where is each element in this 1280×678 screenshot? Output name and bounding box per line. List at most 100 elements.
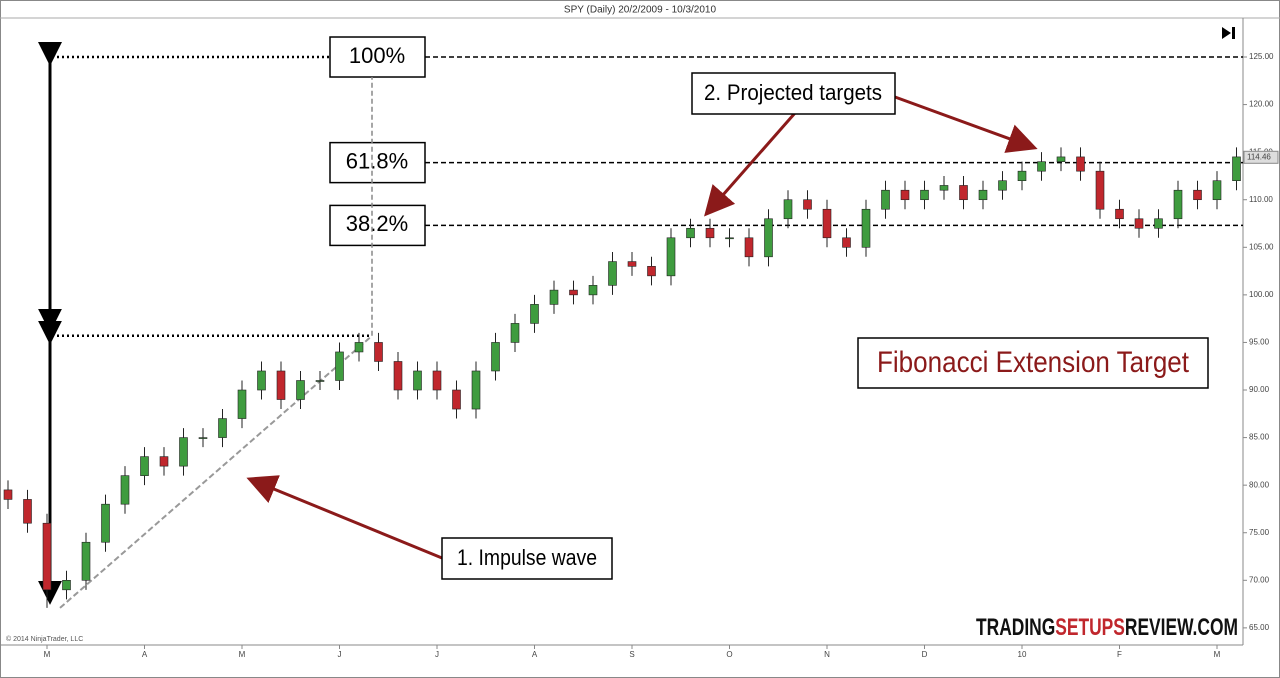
last-price-label: 114.46 <box>1247 152 1271 161</box>
x-tick-label: M <box>1214 650 1221 659</box>
copyright: © 2014 NinjaTrader, LLC <box>6 635 83 643</box>
y-tick-label: 65.00 <box>1249 623 1270 632</box>
candle-body <box>237 389 247 419</box>
candle-body <box>861 208 871 248</box>
scroll-end-icon[interactable] <box>1222 27 1235 39</box>
candle-body <box>335 351 344 381</box>
candle-body <box>1017 170 1027 181</box>
x-tick-label: 10 <box>1018 650 1027 659</box>
y-tick-label: 85.00 <box>1249 433 1270 442</box>
annotation-box <box>441 537 613 580</box>
fib-label-box <box>329 204 426 247</box>
candle-body <box>452 389 461 410</box>
candle-body <box>1095 170 1105 210</box>
x-tick-label: O <box>726 650 732 659</box>
x-tick-label: J <box>338 650 342 659</box>
candle-body <box>744 237 754 258</box>
y-tick-label: 80.00 <box>1249 480 1270 489</box>
candle-body <box>81 541 91 581</box>
watermark-part: REVIEW.COM <box>1125 614 1238 641</box>
candle-body <box>783 199 793 220</box>
candle-body <box>725 237 734 240</box>
candle-body <box>179 437 188 467</box>
candle-body <box>354 342 364 353</box>
headline-box <box>857 337 1209 389</box>
last-price-box <box>1243 150 1279 164</box>
candle-body <box>666 237 676 277</box>
candle-body <box>42 522 52 591</box>
candle-body <box>1037 161 1046 172</box>
x-tick-label: S <box>629 650 634 659</box>
fib-label: 38.2% <box>346 211 408 236</box>
candle-body <box>393 361 403 391</box>
y-tick-label: 125.00 <box>1249 52 1274 61</box>
candle-body <box>23 499 32 524</box>
candle-body <box>764 218 773 258</box>
annotation-box <box>691 72 896 115</box>
candle-body <box>276 370 286 400</box>
candle-body <box>101 503 110 543</box>
y-tick-label: 105.00 <box>1249 242 1274 251</box>
candle-body <box>686 227 695 239</box>
x-tick-label: J <box>435 650 439 659</box>
y-tick-label: 95.00 <box>1249 338 1270 347</box>
candle-body <box>569 289 578 296</box>
candle-body <box>120 475 130 505</box>
x-tick-label: M <box>239 650 246 659</box>
candle-body <box>413 370 422 391</box>
candle-body <box>315 380 325 382</box>
candle-body <box>510 323 520 343</box>
candle-body <box>822 208 832 239</box>
annotation-arrow <box>894 95 1038 153</box>
candle-body <box>588 285 598 296</box>
candle-body <box>1076 156 1085 172</box>
watermark-part: SETUPS <box>1055 614 1125 641</box>
x-tick-label: M <box>44 650 51 659</box>
fib-label-box <box>329 141 426 184</box>
candle-body <box>62 580 71 591</box>
candle-body <box>998 180 1007 191</box>
candle-body <box>705 227 715 239</box>
candle-body <box>959 185 968 201</box>
candle-body <box>647 266 656 277</box>
y-tick-label: 100.00 <box>1249 290 1274 299</box>
candle-body <box>549 289 559 305</box>
candle-body <box>1056 156 1066 162</box>
x-tick-label: F <box>1117 650 1122 659</box>
candle-body <box>257 370 266 391</box>
chart-title: SPY (Daily) 20/2/2009 - 10/3/2010 <box>564 5 717 16</box>
candle-body <box>530 304 539 324</box>
y-tick-label: 70.00 <box>1249 575 1270 584</box>
candle-body <box>842 237 851 248</box>
candle-body <box>1134 218 1144 229</box>
fib-label: 61.8% <box>346 148 408 173</box>
candle-body <box>881 189 890 210</box>
candle-body <box>471 370 481 410</box>
x-tick-label: A <box>142 650 148 659</box>
x-tick-label: D <box>922 650 928 659</box>
y-tick-label: 75.00 <box>1249 528 1270 537</box>
headline: Fibonacci Extension Target <box>877 346 1190 379</box>
y-tick-label: 120.00 <box>1249 100 1274 109</box>
candle-body <box>1232 156 1241 181</box>
candle-body <box>1154 218 1163 229</box>
candle-body <box>3 489 13 500</box>
candle-body <box>296 380 305 400</box>
candle-body <box>374 342 383 362</box>
watermark-part: TRADING <box>976 614 1055 641</box>
fib-label: 100% <box>349 43 405 68</box>
candle-body <box>978 189 988 201</box>
candle-body <box>803 199 812 210</box>
candle-body <box>608 261 617 286</box>
candle-body <box>140 456 149 476</box>
x-tick-label: N <box>824 650 830 659</box>
annotation-arrow <box>704 112 797 217</box>
candle-body <box>1173 189 1183 220</box>
candle-body <box>1212 180 1222 201</box>
x-tick-label: A <box>532 650 538 659</box>
candle-body <box>1193 189 1202 201</box>
watermark: TRADINGSETUPSREVIEW.COM <box>976 614 1238 641</box>
candle-body <box>939 185 949 191</box>
candle-body <box>491 342 500 372</box>
